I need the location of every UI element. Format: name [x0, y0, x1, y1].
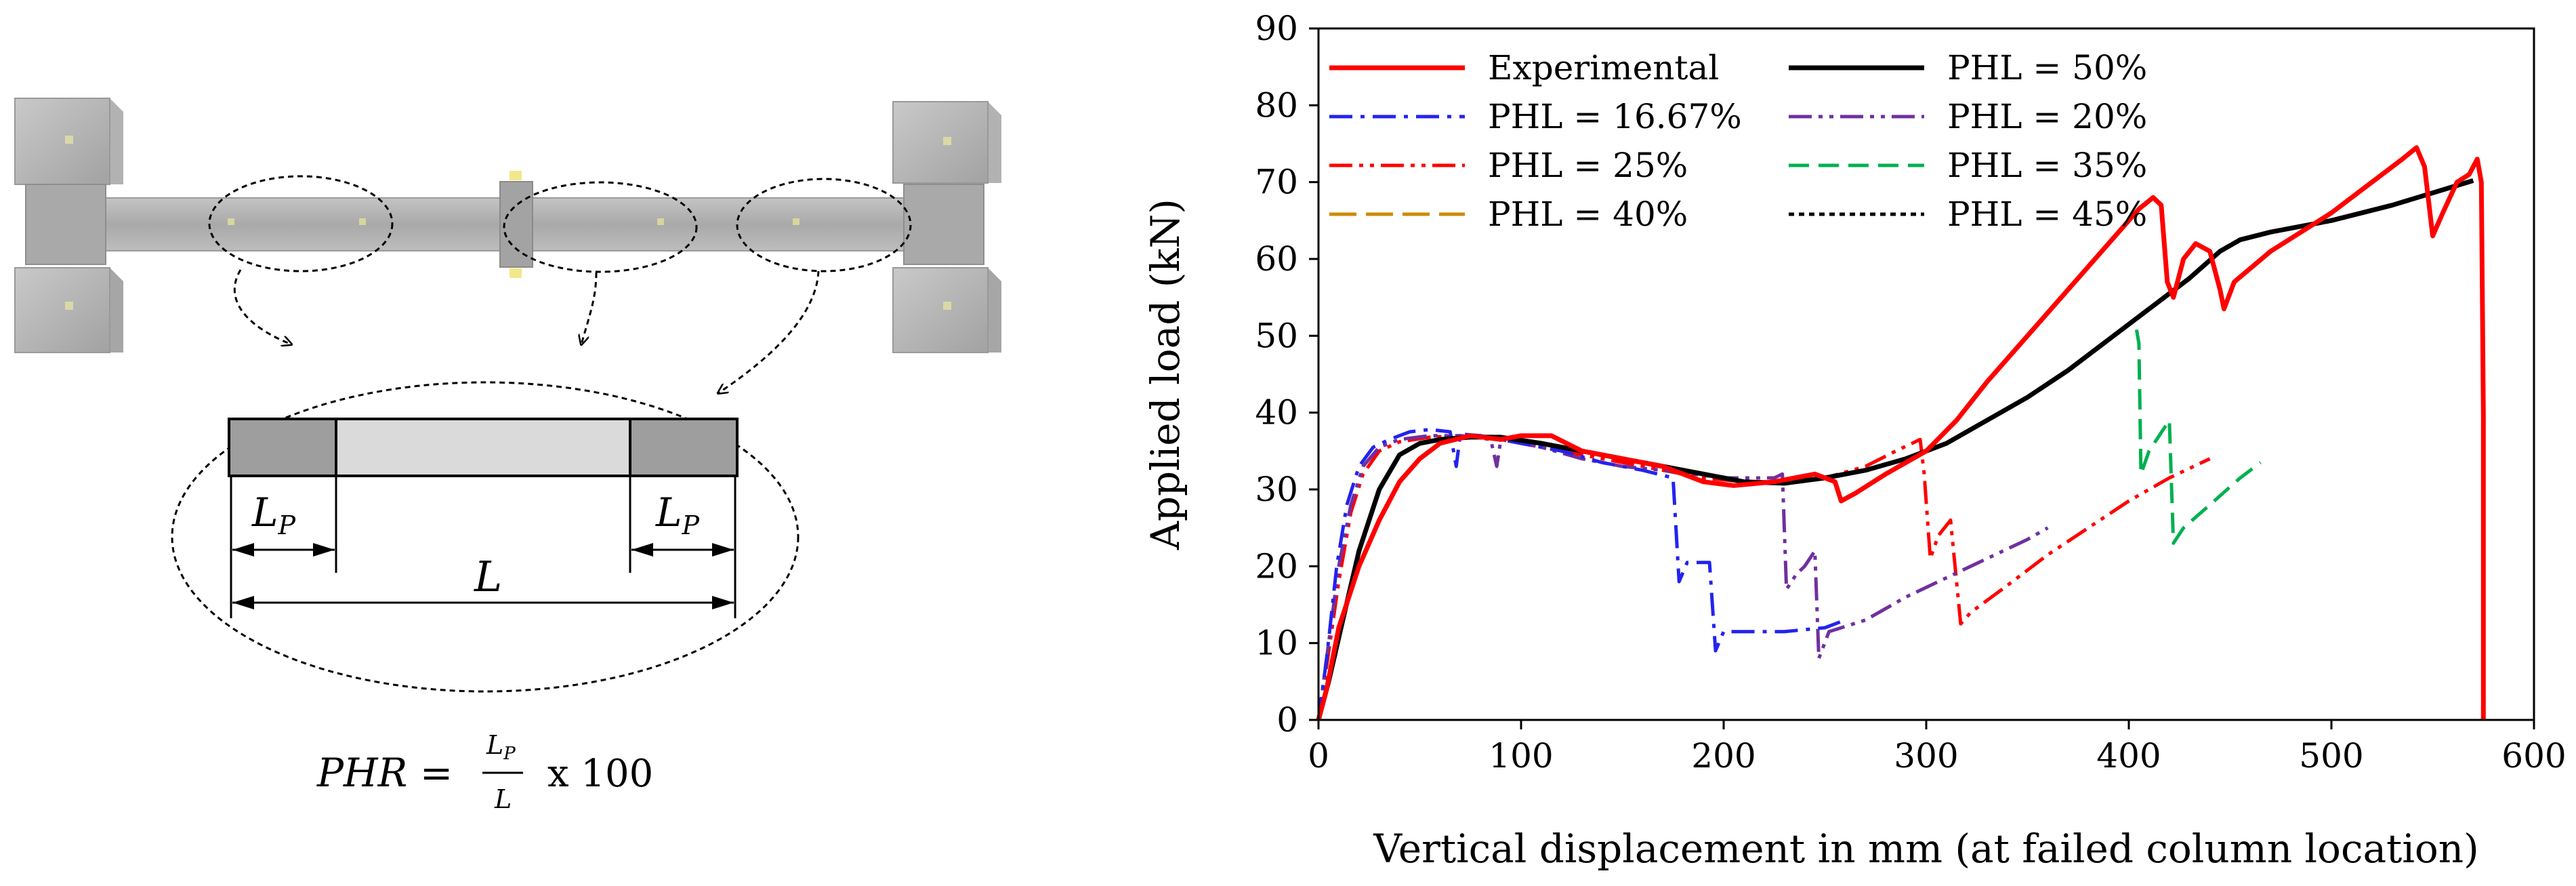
series-line-phl-16-67: [1316, 428, 1846, 721]
y-axis-label: Applied load (kN): [1142, 199, 1188, 550]
load-displacement-chart: 0 100 200 300 400 500 600 0102030405060708090 …: [1142, 9, 2567, 872]
y-tick-label: 50: [1255, 316, 1298, 355]
pointer-arrow-right: [718, 270, 820, 393]
y-axis: 0 10 20 30 40 50 60 70 80 90: [1255, 9, 1318, 740]
y-tick-label: 20: [1255, 546, 1298, 586]
series-line-phl-35: [1316, 319, 2262, 721]
x-tick-label: 100: [1489, 736, 1553, 776]
legend-label: PHL = 40%: [1488, 195, 1688, 234]
chart-series: [1316, 145, 2486, 721]
y-tick-label: 40: [1255, 393, 1298, 432]
series-line-phl-20: [1316, 434, 2049, 721]
series-line-phl-45: [1316, 292, 2171, 721]
middle-column-stub: [499, 171, 533, 278]
legend-label: PHL = 35%: [1947, 146, 2147, 185]
plastic-hinge-right: [629, 418, 739, 477]
span-label: L: [474, 552, 502, 601]
legend-label: PHL = 45%: [1947, 195, 2147, 234]
x-axis: 0 100 200 300 400 500 600: [1308, 720, 2567, 776]
legend-label: PHL = 50%: [1947, 48, 2147, 87]
x-tick-label: 500: [2299, 736, 2363, 776]
x-tick-label: 200: [1691, 736, 1756, 776]
x-tick-label: 300: [1894, 736, 1958, 776]
equation-lhs: PHR =: [316, 750, 465, 796]
beam: [81, 197, 915, 251]
x-tick-label: 0: [1308, 736, 1329, 776]
series-line-phl-25: [1316, 434, 2211, 721]
frame-model: [14, 98, 1001, 393]
equation-numerator: LP: [486, 730, 516, 764]
series-line-phl-50: [1316, 178, 2474, 721]
hinge-zone-right: [736, 178, 912, 273]
pointer-arrow-middle: [581, 272, 598, 344]
series-line-experimental: [1316, 145, 2486, 721]
equation-denominator: L: [494, 784, 512, 814]
pointer-arrow-left: [233, 269, 291, 344]
hinge-zone-middle: [503, 181, 698, 273]
lp-right-label: LP: [655, 489, 701, 540]
legend: Experimental PHL = 16.67% PHL = 25% PHL = 4…: [1329, 48, 2147, 234]
y-tick-label: 30: [1255, 470, 1298, 509]
legend-label: Experimental: [1488, 48, 1719, 87]
detail-ellipse: [171, 381, 799, 693]
left-column: [14, 98, 123, 353]
y-tick-label: 80: [1255, 85, 1298, 125]
phr-equation: PHR = LP L x 100: [316, 730, 653, 814]
hinge-zone-left: [208, 175, 394, 273]
legend-label: PHL = 25%: [1488, 146, 1688, 185]
lp-left-label: LP: [251, 489, 297, 540]
plastic-hinge-left: [228, 418, 337, 477]
equation-multiplier: x 100: [547, 752, 653, 796]
legend-label: PHL = 16.67%: [1488, 97, 1742, 136]
y-tick-label: 10: [1255, 624, 1298, 663]
x-tick-label: 600: [2501, 736, 2566, 776]
y-tick-label: 60: [1255, 239, 1298, 279]
x-axis-label: Vertical displacement in mm (at failed c…: [1373, 826, 2479, 872]
y-tick-label: 0: [1276, 700, 1298, 740]
x-tick-label: 400: [2096, 736, 2161, 776]
y-tick-label: 70: [1255, 163, 1298, 202]
series-line-phl-40: [1316, 292, 2171, 721]
right-column: [892, 101, 1001, 353]
hinge-detail: LP LP L: [171, 381, 799, 693]
y-tick-label: 90: [1255, 9, 1298, 48]
legend-label: PHL = 20%: [1947, 97, 2147, 136]
